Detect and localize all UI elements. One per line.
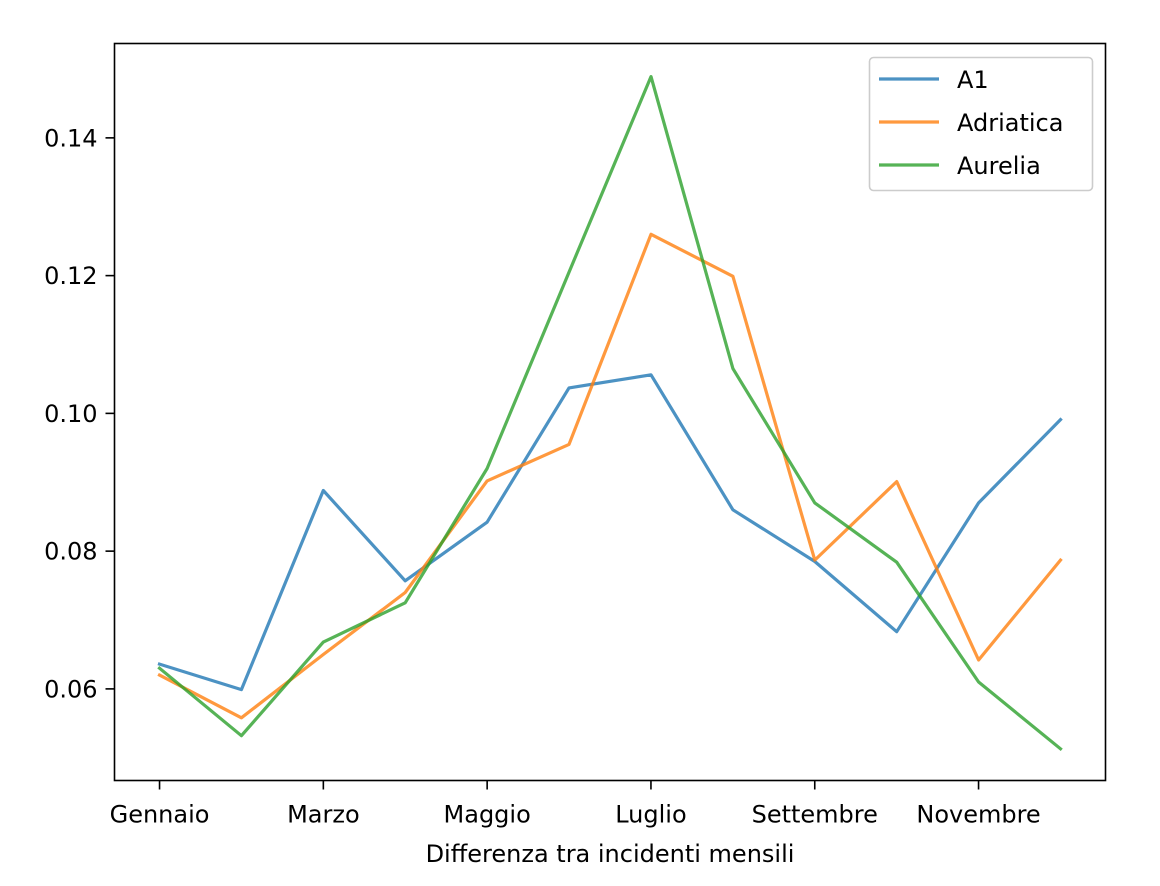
x-axis: Gennaio Marzo Maggio Luglio Settembre Novembr… [110, 780, 1041, 829]
series-line-a1 [157, 373, 1063, 692]
plot-frame [113, 42, 1107, 782]
x-tick-label: Gennaio [110, 801, 210, 829]
legend-label-a1: A1 [957, 66, 989, 94]
y-tick-label: 0.12 [44, 262, 97, 290]
legend-label-aurelia: Aurelia [957, 152, 1041, 180]
series-layer [157, 74, 1063, 752]
legend: A1 Adriatica Aurelia [868, 56, 1094, 192]
x-tick-label: Marzo [287, 801, 360, 829]
series-line-aurelia [157, 74, 1063, 752]
y-axis: 0.06 0.08 0.10 0.12 0.14 [44, 124, 115, 703]
legend-label-adriatica: Adriatica [957, 109, 1063, 137]
y-tick-label: 0.08 [44, 538, 97, 566]
y-tick-label: 0.14 [44, 124, 97, 152]
x-tick-label: Maggio [444, 801, 531, 829]
x-axis-label: Differenza tra incidenti mensili [426, 840, 795, 868]
y-tick-label: 0.06 [44, 675, 97, 703]
x-tick-label: Luglio [615, 801, 686, 829]
x-tick-label: Novembre [916, 801, 1040, 829]
legend-box [868, 56, 1094, 192]
series-line-adriatica [157, 232, 1063, 720]
y-tick-label: 0.10 [44, 400, 97, 428]
x-tick-label: Settembre [752, 801, 878, 829]
